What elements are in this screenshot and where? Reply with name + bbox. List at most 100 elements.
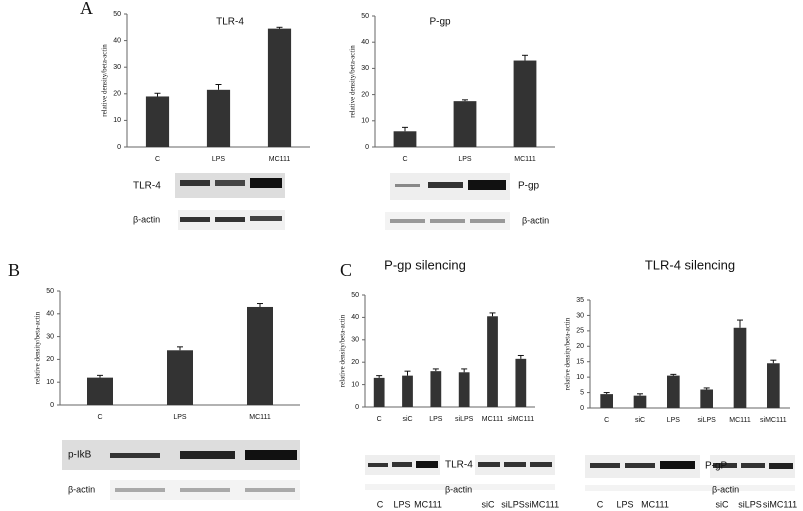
panel-label: A	[80, 0, 93, 18]
x-tick-label: C	[604, 417, 609, 424]
y-axis-label: relative density/beta-actin	[564, 317, 572, 390]
y-axis-label: relative density/beta-actin	[339, 314, 347, 387]
y-tick-label: 20	[576, 343, 584, 350]
lane-label: C	[597, 499, 604, 509]
lane-label: siC	[482, 499, 495, 509]
y-tick-label: 0	[117, 144, 121, 151]
bar	[373, 377, 385, 407]
y-tick-label: 30	[46, 333, 54, 340]
y-tick-label: 20	[46, 356, 54, 363]
bar	[87, 377, 113, 405]
y-tick-label: 50	[113, 11, 121, 18]
x-tick-label: MC111	[482, 416, 504, 423]
bar	[767, 363, 780, 408]
blot-label: p-IkB	[68, 450, 92, 461]
y-axis-label: relative density/beta-actin	[34, 311, 42, 384]
lane-label: siLPS	[738, 499, 762, 509]
bar	[145, 96, 170, 147]
blots	[62, 173, 795, 500]
bar	[402, 375, 413, 407]
y-tick-label: 0	[50, 402, 54, 409]
x-tick-label: MC111	[514, 156, 536, 163]
x-tick-label: siMC111	[760, 417, 787, 424]
blot-label: β-actin	[68, 484, 95, 494]
y-tick-label: 50	[351, 292, 359, 299]
y-tick-label: 30	[361, 65, 369, 72]
lane-label: LPS	[616, 499, 633, 509]
y-tick-label: 30	[351, 337, 359, 344]
x-tick-label: C	[155, 156, 160, 163]
lane-label: C	[377, 499, 384, 509]
x-tick-label: MC111	[729, 417, 751, 424]
y-tick-label: 50	[361, 13, 369, 20]
y-tick-label: 0	[365, 144, 369, 151]
y-tick-label: 30	[113, 64, 121, 71]
x-tick-label: siC	[402, 416, 412, 423]
blot-label: β-actin	[133, 214, 160, 224]
y-tick-label: 40	[361, 39, 369, 46]
y-tick-label: 10	[576, 374, 584, 381]
bar	[667, 375, 680, 408]
blot-label: β-actin	[712, 484, 739, 494]
y-tick-label: 20	[361, 91, 369, 98]
x-tick-label: MC111	[249, 414, 271, 421]
bar	[430, 371, 442, 407]
lane-label: siMC111	[525, 499, 559, 509]
bar	[453, 101, 477, 147]
blot-label: P-gP	[705, 461, 728, 472]
panel-label: C	[340, 260, 352, 280]
y-tick-label: 0	[580, 405, 584, 412]
bar	[515, 358, 527, 407]
chart-title: TLR-4 silencing	[645, 257, 735, 272]
blot-label: P-gp	[518, 181, 540, 192]
chart-title: P-gp	[429, 17, 451, 28]
blot-label: TLR-4	[445, 460, 473, 471]
bar	[267, 28, 292, 148]
x-tick-label: MC111	[269, 156, 291, 163]
y-tick-label: 40	[46, 311, 54, 318]
bar	[206, 89, 231, 147]
y-tick-label: 10	[361, 118, 369, 125]
bar	[458, 372, 470, 407]
bar	[167, 350, 193, 405]
x-tick-label: siLPS	[698, 417, 717, 424]
y-axis-label: relative density/beta-actin	[101, 44, 109, 117]
lane-label: MC111	[641, 499, 669, 509]
bar	[633, 395, 647, 408]
panel-label: B	[8, 260, 20, 280]
x-tick-label: LPS	[429, 416, 443, 423]
y-tick-label: 20	[113, 91, 121, 98]
lane-label: siMC111	[763, 499, 797, 509]
x-tick-label: LPS	[667, 417, 681, 424]
x-tick-label: C	[97, 414, 102, 421]
y-tick-label: 0	[355, 404, 359, 411]
bar	[247, 306, 273, 405]
y-tick-label: 30	[576, 312, 584, 319]
y-axis-label: relative density/beta-actin	[349, 45, 357, 118]
x-tick-label: C	[377, 416, 382, 423]
x-tick-label: C	[402, 156, 407, 163]
blot-label: TLR-4	[133, 181, 161, 192]
bar	[513, 60, 537, 147]
bar	[700, 389, 713, 408]
y-tick-label: 40	[351, 314, 359, 321]
x-tick-label: siMC111	[508, 416, 535, 423]
bar	[600, 394, 613, 408]
y-tick-label: 15	[576, 359, 584, 366]
y-tick-label: 10	[46, 379, 54, 386]
chart-title: P-gp silencing	[384, 257, 466, 272]
bar	[393, 131, 417, 147]
lane-label: MC111	[414, 499, 442, 509]
x-tick-label: LPS	[212, 156, 226, 163]
blot-label: β-actin	[445, 484, 472, 494]
x-tick-label: LPS	[458, 156, 472, 163]
lane-label: LPS	[393, 499, 410, 509]
y-tick-label: 10	[113, 117, 121, 124]
y-tick-label: 5	[580, 389, 584, 396]
chart-title: TLR-4	[216, 17, 244, 28]
lane-label: siC	[716, 499, 729, 509]
bar	[733, 327, 747, 408]
blot-label: β-actin	[522, 215, 549, 225]
y-tick-label: 50	[46, 288, 54, 295]
